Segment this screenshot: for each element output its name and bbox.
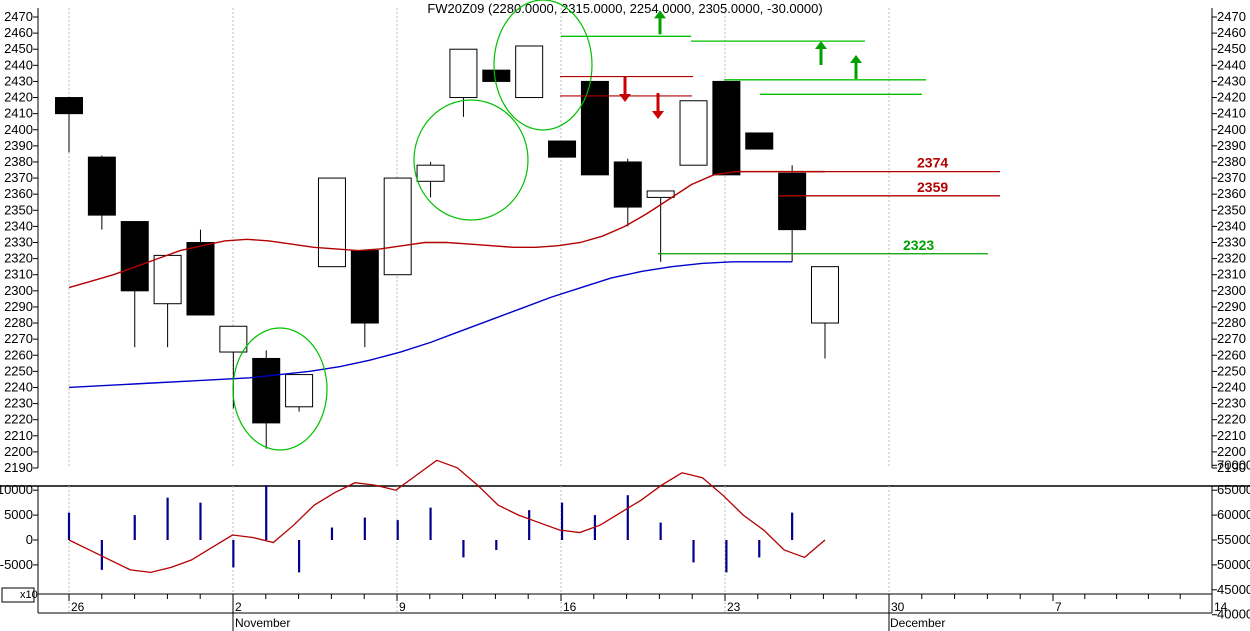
svg-text:45000: 45000 [1217,582,1250,597]
svg-text:2250: 2250 [4,363,33,378]
svg-text:2430: 2430 [1217,73,1246,88]
svg-text:30: 30 [891,600,905,614]
svg-text:-5000: -5000 [0,557,33,572]
svg-text:2460: 2460 [1217,25,1246,40]
svg-text:December: December [890,616,945,630]
svg-text:FW20Z09 (2280.0000, 2315.0000,: FW20Z09 (2280.0000, 2315.0000, 2254.0000… [427,1,822,16]
svg-text:2220: 2220 [1217,412,1246,427]
svg-text:x10: x10 [20,589,38,601]
svg-text:2280: 2280 [4,315,33,330]
svg-text:2260: 2260 [1217,347,1246,362]
svg-text:2410: 2410 [4,106,33,121]
svg-text:2270: 2270 [1217,331,1246,346]
svg-text:2450: 2450 [1217,41,1246,56]
svg-text:70000: 70000 [1217,457,1250,472]
svg-text:2230: 2230 [4,396,33,411]
svg-text:55000: 55000 [1217,532,1250,547]
svg-text:2380: 2380 [4,154,33,169]
svg-text:2470: 2470 [1217,9,1246,24]
svg-text:November: November [235,616,290,630]
svg-text:2370: 2370 [4,170,33,185]
svg-text:2370: 2370 [1217,170,1246,185]
svg-text:2300: 2300 [1217,283,1246,298]
svg-text:0: 0 [26,532,33,547]
svg-text:60000: 60000 [1217,507,1250,522]
svg-text:2410: 2410 [1217,106,1246,121]
svg-text:2340: 2340 [1217,218,1246,233]
svg-text:2190: 2190 [4,460,33,475]
svg-text:7: 7 [1055,600,1062,614]
svg-text:2280: 2280 [1217,315,1246,330]
svg-text:2310: 2310 [4,267,33,282]
svg-text:2340: 2340 [4,218,33,233]
svg-text:2330: 2330 [1217,235,1246,250]
svg-text:2390: 2390 [1217,138,1246,153]
svg-text:2320: 2320 [1217,251,1246,266]
svg-text:50000: 50000 [1217,557,1250,572]
svg-text:2200: 2200 [4,444,33,459]
svg-text:2300: 2300 [4,283,33,298]
svg-text:2450: 2450 [4,41,33,56]
svg-text:2420: 2420 [1217,90,1246,105]
svg-text:2210: 2210 [1217,428,1246,443]
svg-text:5000: 5000 [4,507,33,522]
svg-text:2390: 2390 [4,138,33,153]
svg-text:2350: 2350 [1217,202,1246,217]
svg-text:2330: 2330 [4,235,33,250]
svg-text:2210: 2210 [4,428,33,443]
svg-text:2240: 2240 [1217,379,1246,394]
svg-text:2290: 2290 [1217,299,1246,314]
svg-text:2359: 2359 [917,179,948,195]
svg-text:2270: 2270 [4,331,33,346]
svg-text:2400: 2400 [4,122,33,137]
svg-text:10000: 10000 [0,482,33,497]
svg-text:2220: 2220 [4,412,33,427]
svg-text:2350: 2350 [4,202,33,217]
svg-text:2290: 2290 [4,299,33,314]
svg-text:2323: 2323 [903,237,934,253]
svg-text:2380: 2380 [1217,154,1246,169]
svg-text:2250: 2250 [1217,363,1246,378]
svg-text:2440: 2440 [4,57,33,72]
svg-text:2430: 2430 [4,73,33,88]
svg-text:14: 14 [1214,600,1228,614]
svg-text:2: 2 [235,600,242,614]
svg-text:16: 16 [563,600,577,614]
svg-text:2470: 2470 [4,9,33,24]
svg-text:2360: 2360 [1217,186,1246,201]
svg-text:2460: 2460 [4,25,33,40]
svg-text:2440: 2440 [1217,57,1246,72]
svg-text:65000: 65000 [1217,482,1250,497]
svg-text:2400: 2400 [1217,122,1246,137]
svg-text:2240: 2240 [4,379,33,394]
svg-text:9: 9 [399,600,406,614]
svg-text:2310: 2310 [1217,267,1246,282]
svg-text:2320: 2320 [4,251,33,266]
svg-text:26: 26 [71,600,85,614]
svg-text:2360: 2360 [4,186,33,201]
svg-text:23: 23 [727,600,741,614]
svg-text:2420: 2420 [4,90,33,105]
svg-text:2230: 2230 [1217,396,1246,411]
svg-text:2374: 2374 [917,155,948,171]
svg-text:2260: 2260 [4,347,33,362]
